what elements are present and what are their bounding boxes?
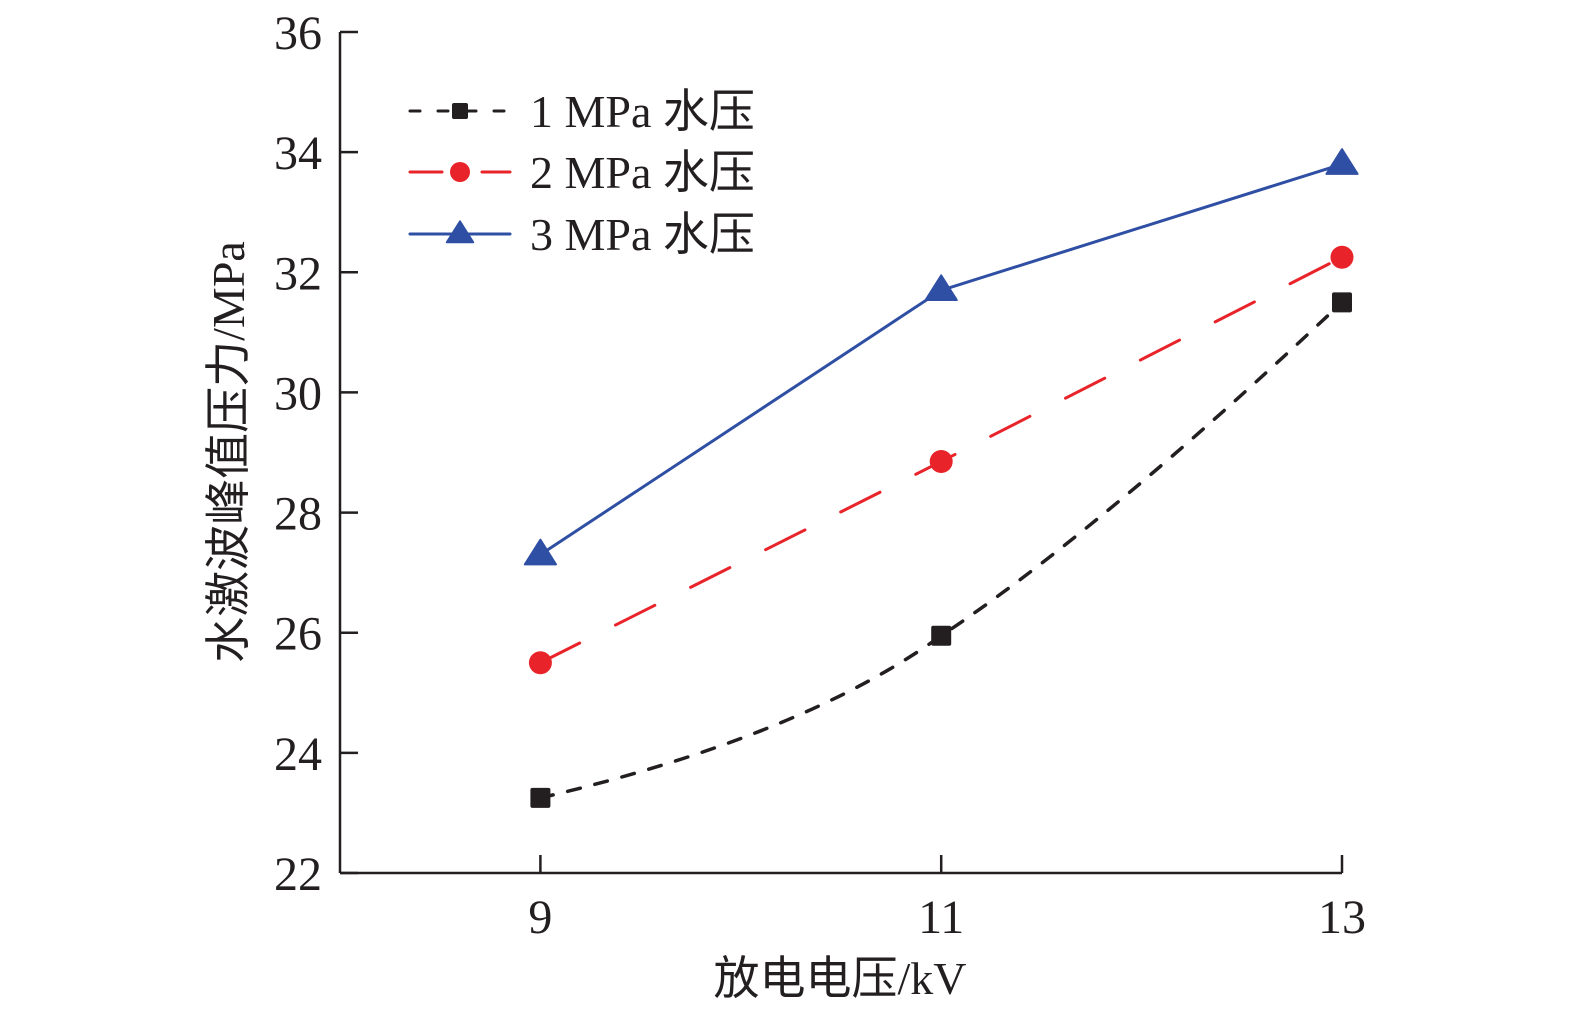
data-point xyxy=(1332,292,1352,313)
series-3 xyxy=(523,148,1359,566)
y-tick-label: 34 xyxy=(274,127,322,180)
legend-item-3: 3 MPa 水压 xyxy=(408,209,755,260)
x-tick-label: 9 xyxy=(528,891,552,944)
data-point xyxy=(929,450,953,474)
x-axis-title: 放电电压/kV xyxy=(714,953,967,1004)
legend-item-2: 2 MPa 水压 xyxy=(408,147,755,198)
axes xyxy=(338,32,1342,875)
x-axis-ticks: 9 11 13 xyxy=(528,855,1366,944)
y-axis-ticks: 22 24 26 28 30 32 34 36 xyxy=(274,7,358,901)
data-point xyxy=(530,787,551,808)
legend-label: 1 MPa 水压 xyxy=(530,86,755,137)
series-2 xyxy=(528,245,1354,675)
data-point xyxy=(528,651,552,675)
series-layer xyxy=(523,148,1359,808)
data-point xyxy=(924,274,958,302)
x-tick-label: 13 xyxy=(1318,891,1366,944)
legend: 1 MPa 水压 2 MPa 水压 3 MPa 水压 xyxy=(408,86,755,260)
x-tick-label: 11 xyxy=(918,891,964,944)
y-tick-label: 24 xyxy=(274,728,322,781)
y-tick-label: 36 xyxy=(274,7,322,60)
data-point xyxy=(931,625,952,646)
data-point xyxy=(1330,245,1354,269)
legend-label: 3 MPa 水压 xyxy=(530,209,755,260)
y-tick-label: 28 xyxy=(274,488,322,541)
series-1 xyxy=(530,292,1352,808)
legend-marker xyxy=(445,220,475,244)
legend-item-1: 1 MPa 水压 xyxy=(408,86,755,137)
data-point xyxy=(1325,148,1359,175)
y-tick-label: 30 xyxy=(274,367,322,420)
data-point xyxy=(523,538,557,566)
y-tick-label: 32 xyxy=(274,247,322,300)
series-line xyxy=(538,300,1344,800)
legend-label: 2 MPa 水压 xyxy=(530,147,755,198)
legend-marker xyxy=(452,103,468,119)
y-tick-label: 26 xyxy=(274,608,322,661)
y-tick-label: 22 xyxy=(274,848,322,901)
y-axis-title: 水激波峰值压力/MPa xyxy=(203,241,254,663)
legend-marker xyxy=(450,162,470,182)
